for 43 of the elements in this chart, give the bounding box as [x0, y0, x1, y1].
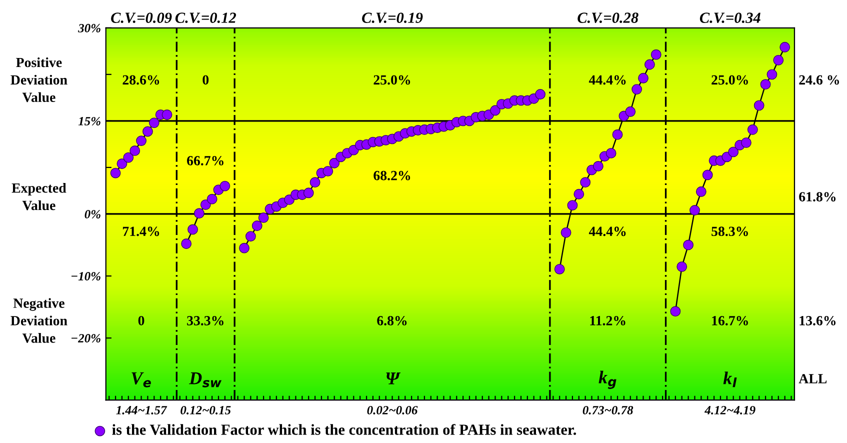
text: 0.02~0.06 — [367, 406, 418, 414]
text: Expected Value — [12, 182, 66, 210]
annotation: V$_{e}$ — [132, 372, 151, 388]
annotation: 25.0% — [374, 75, 410, 85]
annotation: 44.4% — [588, 75, 626, 85]
annotation: k$_{g}$ — [598, 370, 616, 389]
text: ALL — [798, 374, 827, 384]
annotation: 33.3% — [187, 316, 224, 326]
y-tick-label: −10% — [72, 272, 100, 280]
text: C.V.=0.12 — [175, 12, 236, 24]
text: C.V.=0.09 — [111, 12, 172, 24]
annotation: 58.3% — [712, 226, 748, 236]
y-tick-label: 30% — [78, 24, 100, 32]
text: C.V.=0.34 — [700, 12, 760, 24]
annotation: 0 — [202, 75, 209, 85]
annotation: 71.4% — [122, 226, 160, 236]
text: C.V.=0.28 — [578, 12, 638, 24]
annotation: k$_{l}$ — [723, 372, 737, 388]
text: 4.12~4.19 — [704, 406, 756, 414]
text: Negative Deviation Value — [10, 298, 68, 343]
text: 1.44~1.57 — [116, 406, 168, 414]
annotation: 6.8% — [377, 316, 407, 326]
annotation: 0 — [138, 316, 144, 326]
text: 0.73~0.78 — [582, 406, 634, 414]
annotation: 66.7% — [187, 156, 224, 166]
text: C.V.=0.19 — [362, 12, 423, 24]
text: 0.12~0.15 — [180, 406, 231, 414]
annotation: 28.6% — [122, 75, 160, 85]
annotation: 44.4% — [588, 226, 626, 236]
annotation: Ψ — [386, 372, 401, 384]
annotation: 25.0% — [712, 75, 748, 85]
y-tick-label: −20% — [72, 334, 100, 343]
annotation: 16.7% — [712, 316, 748, 326]
text: 13.6% — [800, 316, 836, 326]
text: 24.6 % — [799, 75, 839, 85]
y-tick-label: 0% — [84, 210, 100, 218]
y-tick-label: 15% — [78, 116, 100, 126]
annotation: D$_{sw}$ — [188, 372, 222, 388]
annotation: 68.2% — [374, 170, 410, 180]
text: Positive Deviation Value — [10, 57, 68, 102]
text: is the Validation Factor which is the concentration of PAHs in seawater. — [112, 424, 576, 435]
text: 61.8% — [799, 192, 836, 202]
annotation: 11.2% — [590, 316, 626, 326]
